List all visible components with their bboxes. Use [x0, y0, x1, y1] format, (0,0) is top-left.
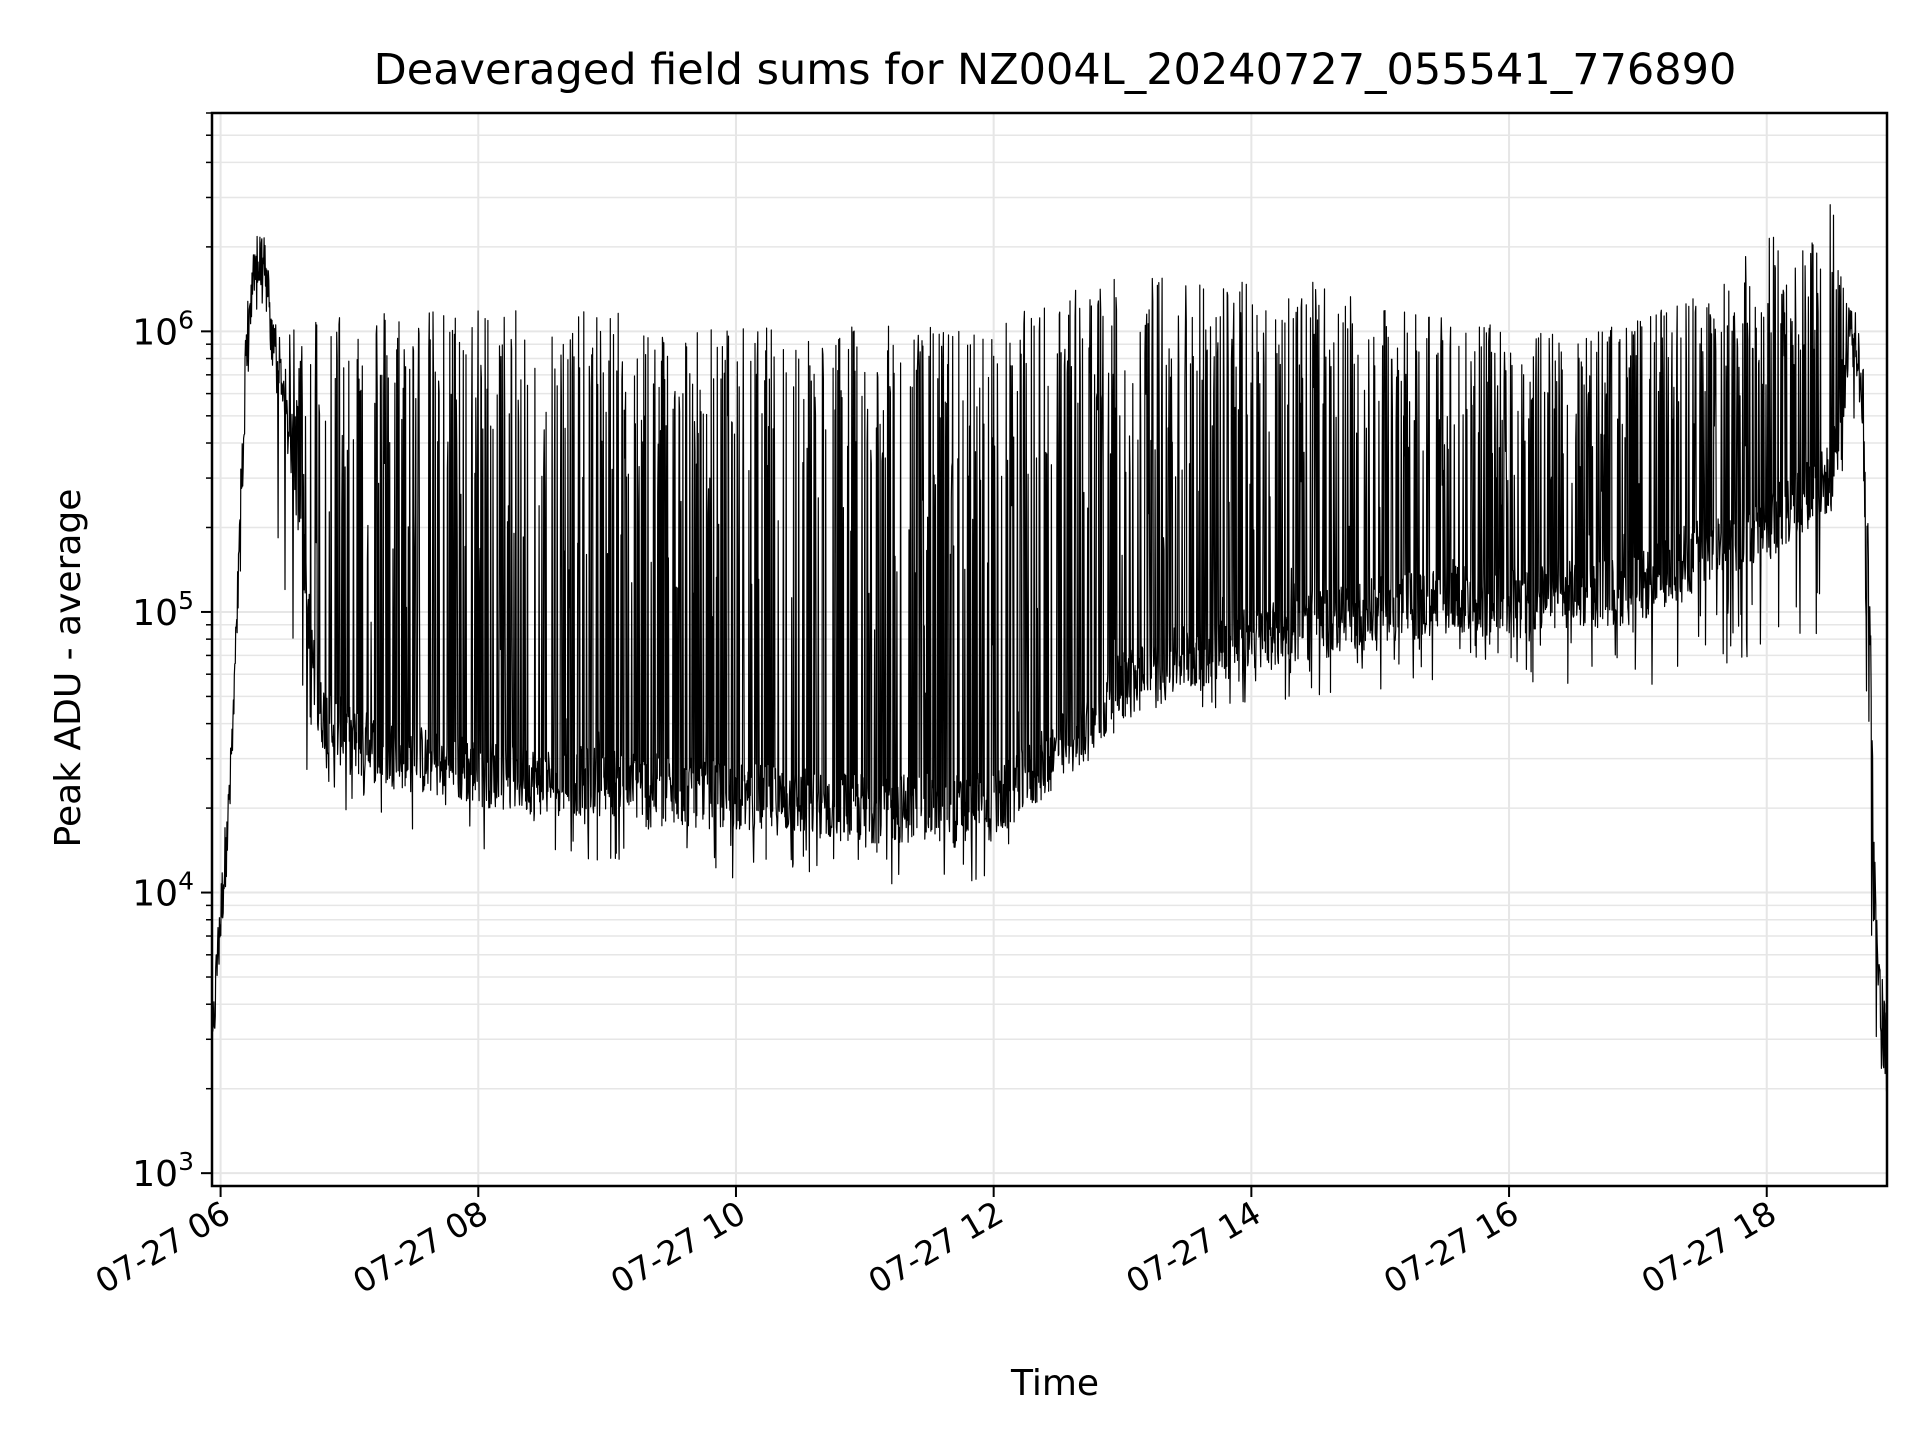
y-axis-label: Peak ADU - average	[48, 489, 89, 848]
y-tick-label: 103	[132, 1147, 194, 1195]
x-tick-label: 07-27 06	[89, 1193, 237, 1301]
x-axis: 07-27 06 07-27 08 07-27 10 07-27 12 07-27 14…	[89, 1186, 1783, 1301]
x-tick-label: 07-27 08	[346, 1193, 494, 1301]
x-tick-label: 07-27 14	[1119, 1193, 1267, 1301]
x-tick-label: 07-27 10	[604, 1193, 752, 1301]
x-tick-label: 07-27 16	[1377, 1193, 1525, 1301]
series-line	[212, 205, 1887, 1091]
x-tick-label: 07-27 18	[1635, 1193, 1783, 1301]
y-axis: 103 104 105 106	[132, 113, 212, 1195]
data-series-line	[212, 205, 1887, 1091]
y-tick-label: 104	[132, 867, 194, 915]
x-tick-label: 07-27 12	[862, 1193, 1010, 1301]
x-axis-label: Time	[1010, 1363, 1099, 1404]
chart-title: Deaveraged field sums for NZ004L_2024072…	[374, 45, 1737, 95]
y-tick-label: 106	[132, 305, 194, 353]
y-tick-label: 105	[132, 586, 194, 634]
